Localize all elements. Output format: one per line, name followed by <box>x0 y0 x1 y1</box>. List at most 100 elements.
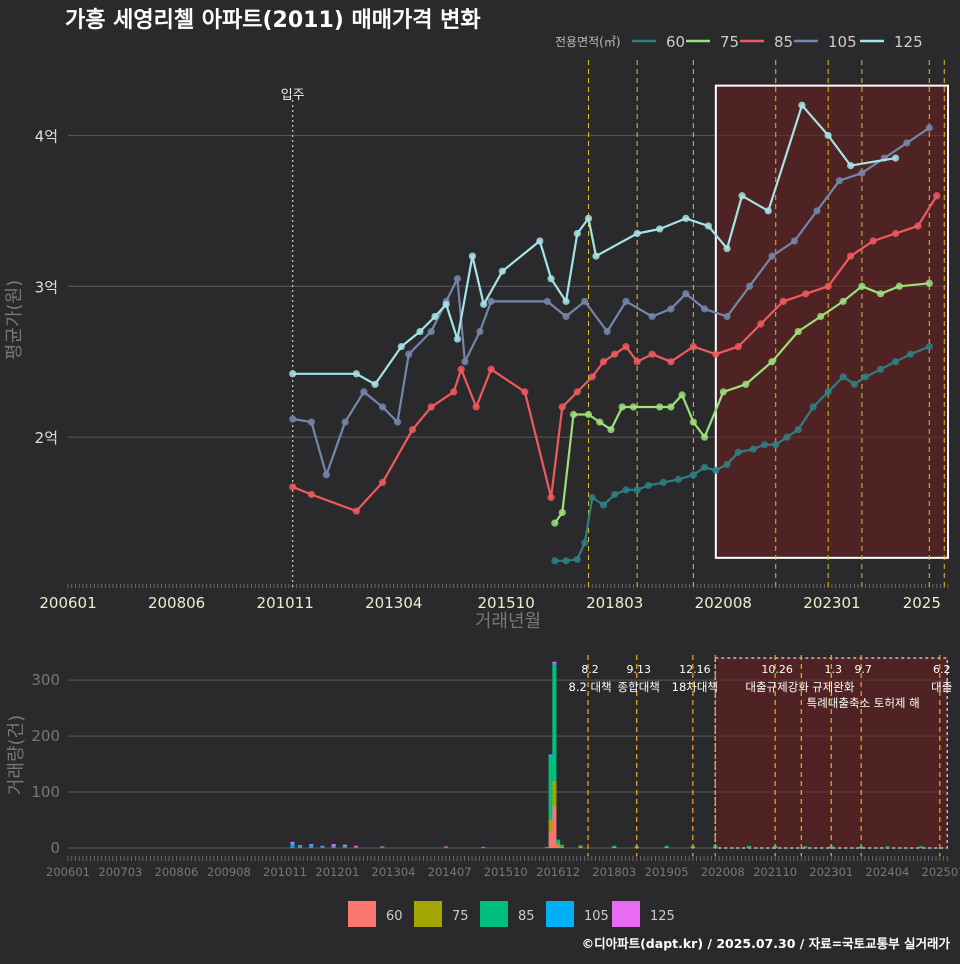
policy-label: 규제완화 <box>812 680 855 694</box>
volume-bar-105 <box>481 847 486 848</box>
price-point-125 <box>798 101 806 109</box>
price-panel: 2억 3억 4억 200601 200806 201011 201304 201510 2018… <box>35 60 949 612</box>
price-y-tick-label: 2억 <box>35 429 58 447</box>
price-point-75 <box>618 403 626 411</box>
price-point-75 <box>817 312 825 321</box>
volume-legend-swatch-75 <box>414 901 442 927</box>
price-point-60 <box>850 380 858 388</box>
volume-legend-label-125: 125 <box>650 909 675 924</box>
volume-bar-125 <box>443 846 448 847</box>
volume-bar-125 <box>320 845 325 847</box>
price-point-85 <box>734 343 742 351</box>
volume-bar-60 <box>548 831 553 848</box>
volume-bar-85 <box>548 758 553 821</box>
volume-bar-85 <box>544 847 549 848</box>
price-point-85 <box>307 490 316 499</box>
volume-bar-125 <box>552 661 557 664</box>
price-legend-label-125: 125 <box>894 33 923 51</box>
volume-legend-swatch-105 <box>546 901 574 927</box>
price-point-105 <box>682 290 690 298</box>
volume-bar-105 <box>320 846 325 848</box>
volume-x-tick-label: 202301 <box>809 865 853 879</box>
price-point-85 <box>869 237 877 245</box>
price-point-125 <box>562 297 570 305</box>
price-point-85 <box>487 365 495 373</box>
price-point-105 <box>835 177 844 185</box>
price-point-60 <box>674 475 682 483</box>
price-point-85 <box>547 493 555 502</box>
volume-y-tick-label: 200 <box>31 727 60 745</box>
volume-bar-85 <box>309 847 314 848</box>
volume-x-tick-label: 201510 <box>484 865 528 879</box>
price-point-60 <box>891 358 900 366</box>
price-x-tick-label: 201510 <box>477 594 534 612</box>
volume-bar-105 <box>297 846 303 848</box>
volume-bar-125 <box>309 844 314 846</box>
price-point-125 <box>824 131 832 140</box>
price-point-85 <box>633 358 641 366</box>
chart-title: 가흥 세영리첼 아파트(2011) 매매가격 변화 <box>65 8 481 33</box>
volume-bar-105 <box>309 845 314 848</box>
price-legend-label-60: 60 <box>666 33 685 51</box>
volume-bar-60 <box>746 847 752 848</box>
price-point-85 <box>450 388 458 396</box>
volume-x-tick-label: 201201 <box>315 865 359 879</box>
price-point-85 <box>914 222 922 230</box>
price-point-75 <box>558 508 566 517</box>
volume-highlight-box <box>714 657 949 849</box>
volume-legend-label-105: 105 <box>584 909 609 924</box>
price-point-75 <box>678 391 686 399</box>
volume-bar-85 <box>664 845 669 847</box>
volume-bar-75 <box>746 846 752 848</box>
price-point-125 <box>352 370 360 378</box>
volume-bar-125 <box>297 845 303 847</box>
price-point-125 <box>453 335 462 343</box>
policy-date-label: 6.2 <box>933 663 951 676</box>
policy-label: 대출규제강화 <box>745 680 809 694</box>
price-point-75 <box>569 410 578 419</box>
source-caption: ©디아파트(dapt.kr) / 2025.07.30 / 자료=국토교통부 실… <box>582 936 951 951</box>
policy-date-label: 1.3 <box>825 663 843 676</box>
price-point-105 <box>667 305 675 313</box>
price-point-60 <box>906 350 915 358</box>
price-point-85 <box>933 192 941 200</box>
price-point-60 <box>689 471 697 479</box>
price-point-60 <box>809 403 817 411</box>
price-point-60 <box>588 493 596 502</box>
price-point-85 <box>472 403 480 411</box>
volume-bar-85 <box>559 844 564 847</box>
price-point-105 <box>405 350 413 358</box>
price-point-125 <box>584 214 593 222</box>
volume-bar-60 <box>552 806 557 848</box>
volume-bar-75 <box>559 846 564 847</box>
volume-x-tick-label: 201905 <box>645 865 689 879</box>
volume-bar-125 <box>354 845 359 847</box>
price-series-line-125 <box>292 104 896 386</box>
volume-bar-105 <box>556 839 561 841</box>
price-point-60 <box>734 448 742 456</box>
price-point-125 <box>592 252 600 260</box>
price-point-105 <box>723 312 731 321</box>
price-point-105 <box>768 252 776 260</box>
price-point-105 <box>461 358 469 366</box>
price-point-125 <box>682 214 690 222</box>
price-point-105 <box>858 169 866 177</box>
price-point-75 <box>689 418 697 426</box>
volume-bar-125 <box>331 844 336 847</box>
volume-bar-105 <box>380 846 385 848</box>
price-point-85 <box>689 343 697 351</box>
price-point-85 <box>847 252 855 260</box>
price-point-60 <box>876 365 885 373</box>
price-x-tick-label: 202008 <box>695 594 752 612</box>
volume-legend-swatch-85 <box>480 901 508 927</box>
price-legend-label-105: 105 <box>828 33 857 51</box>
volume-bar-85 <box>320 847 325 848</box>
price-y-axis-label: 평균가(원) <box>4 280 25 360</box>
price-point-105 <box>289 415 297 423</box>
price-legend-label-85: 85 <box>774 33 793 51</box>
price-point-105 <box>487 297 495 305</box>
price-point-125 <box>764 207 772 215</box>
policy-date-label: 12.16 <box>679 663 711 676</box>
price-y-tick-label: 4억 <box>35 127 58 145</box>
volume-bar-85 <box>746 845 752 847</box>
